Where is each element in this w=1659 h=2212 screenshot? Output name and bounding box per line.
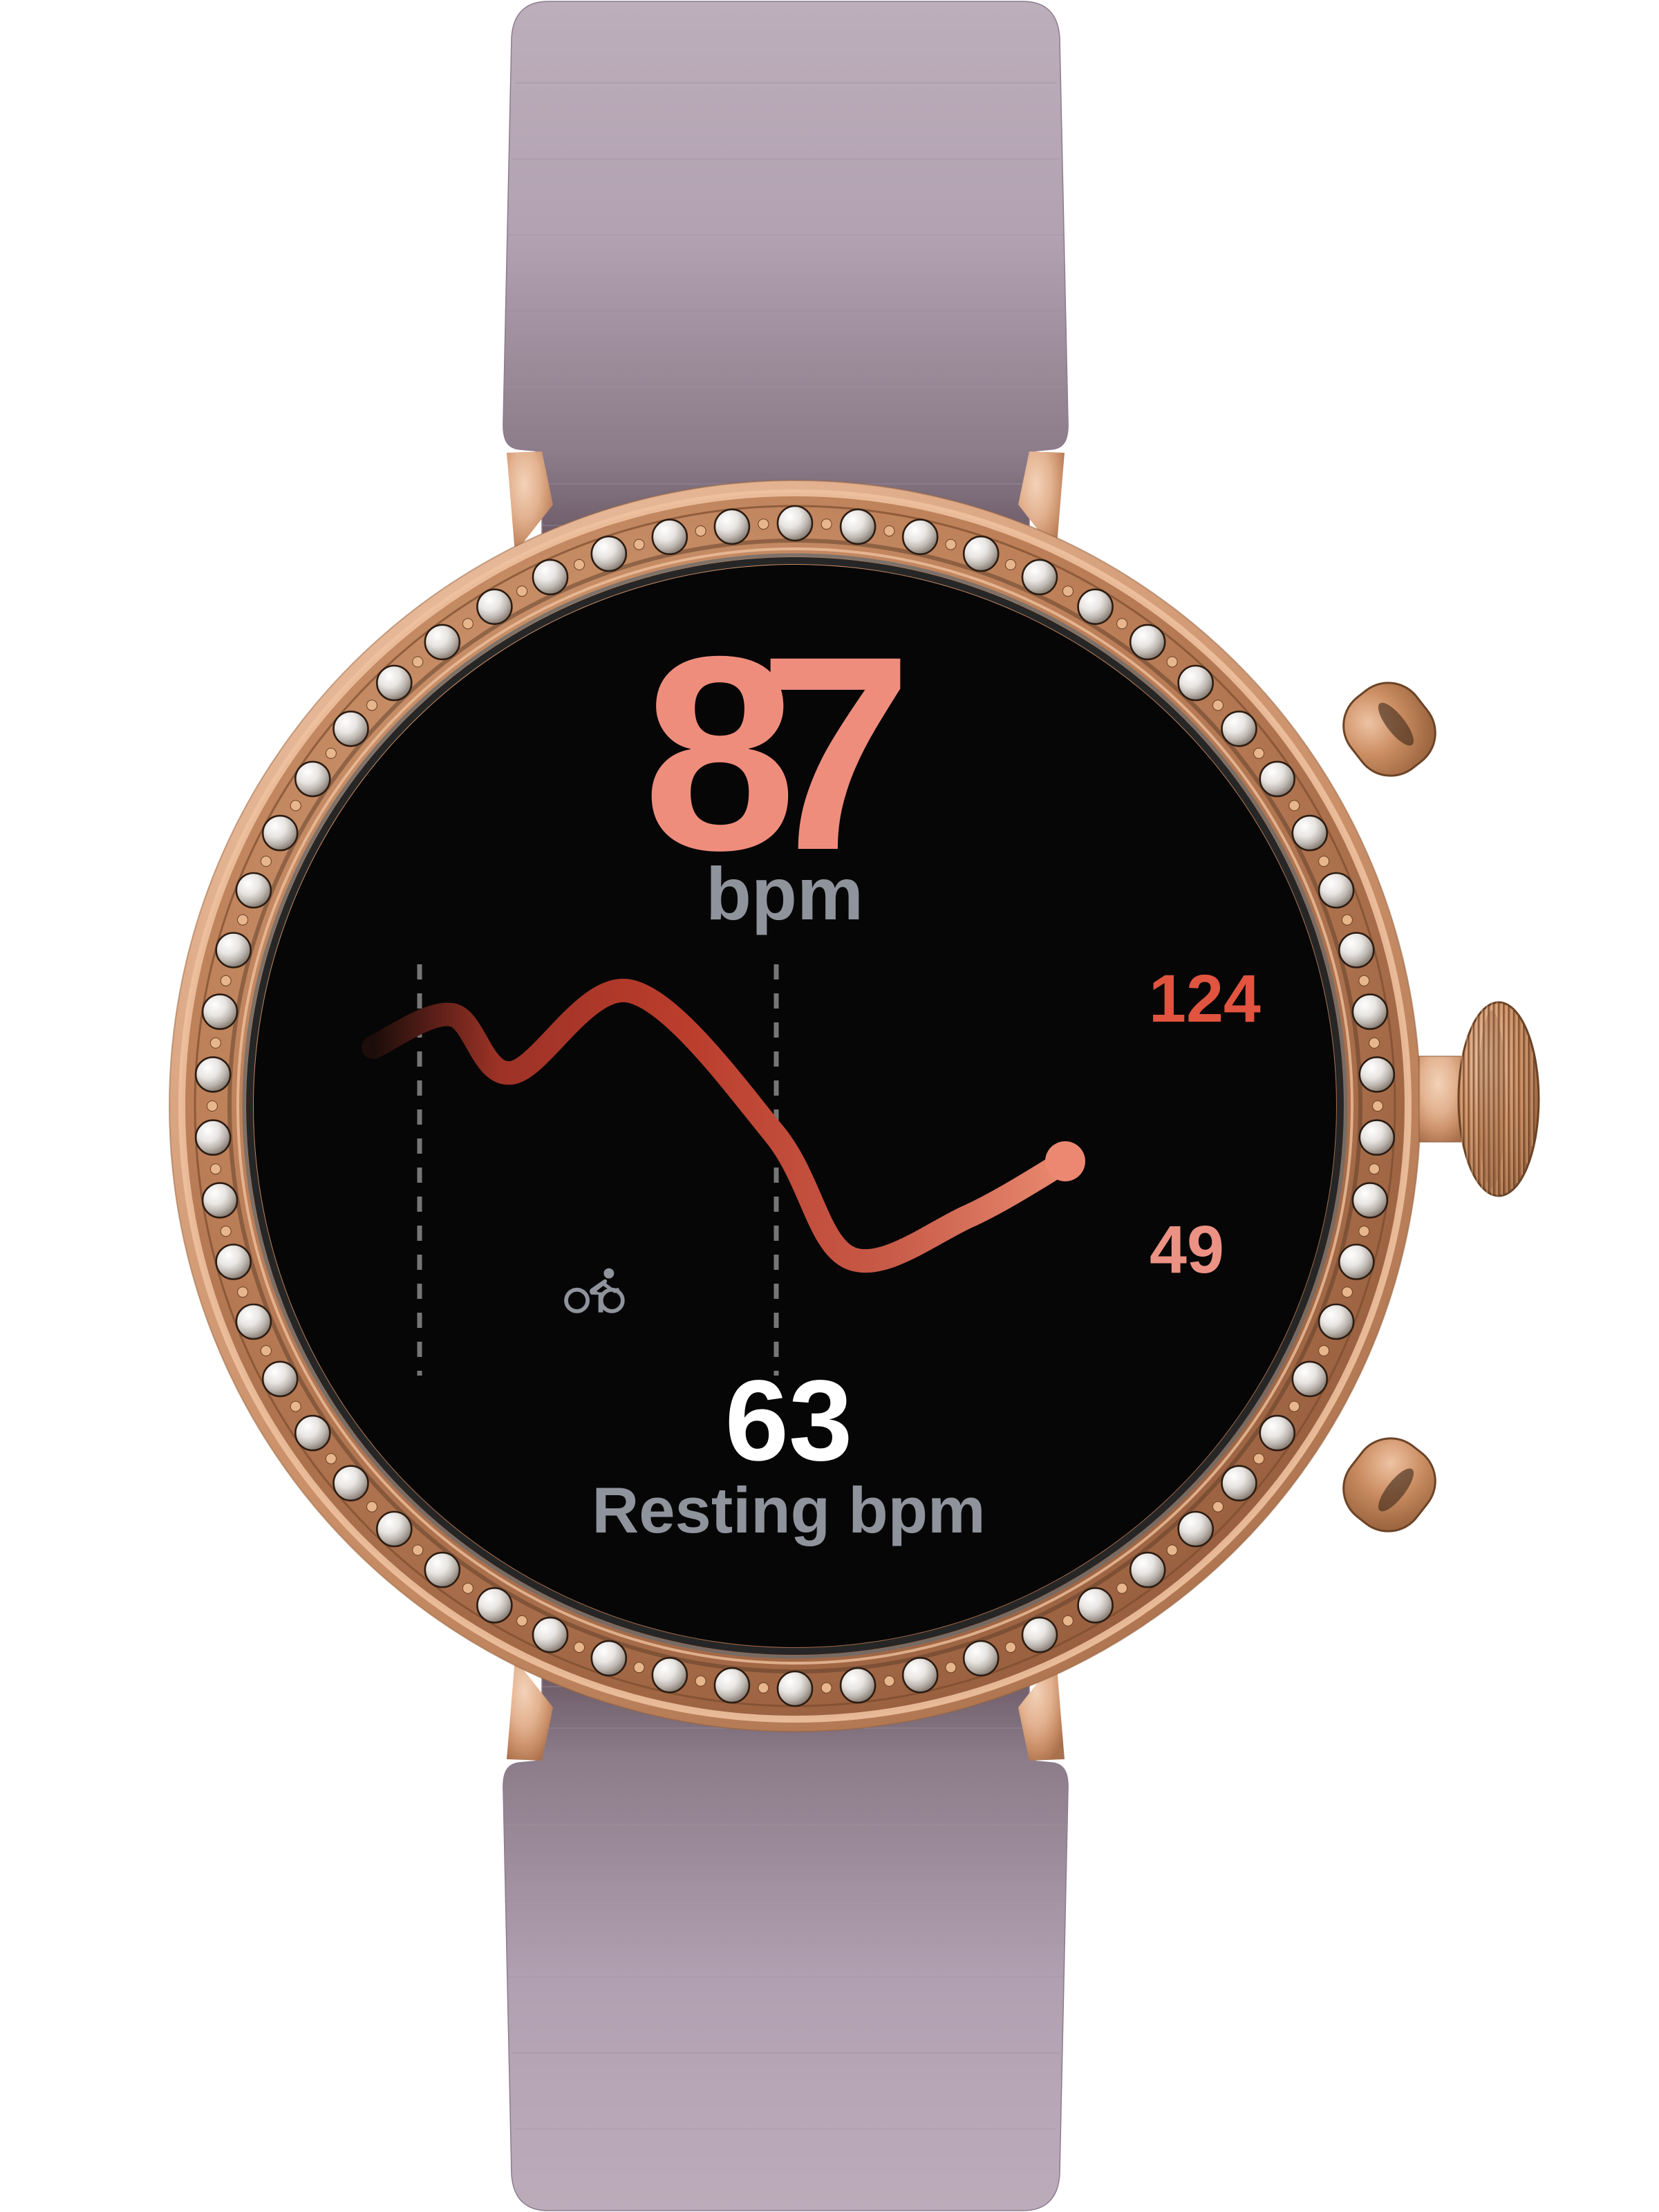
svg-text:63: 63 [725,1357,853,1485]
svg-text:Resting bpm: Resting bpm [592,1474,985,1546]
svg-text:49: 49 [1150,1212,1224,1287]
svg-text:bpm: bpm [706,852,863,935]
svg-text:124: 124 [1149,961,1261,1036]
